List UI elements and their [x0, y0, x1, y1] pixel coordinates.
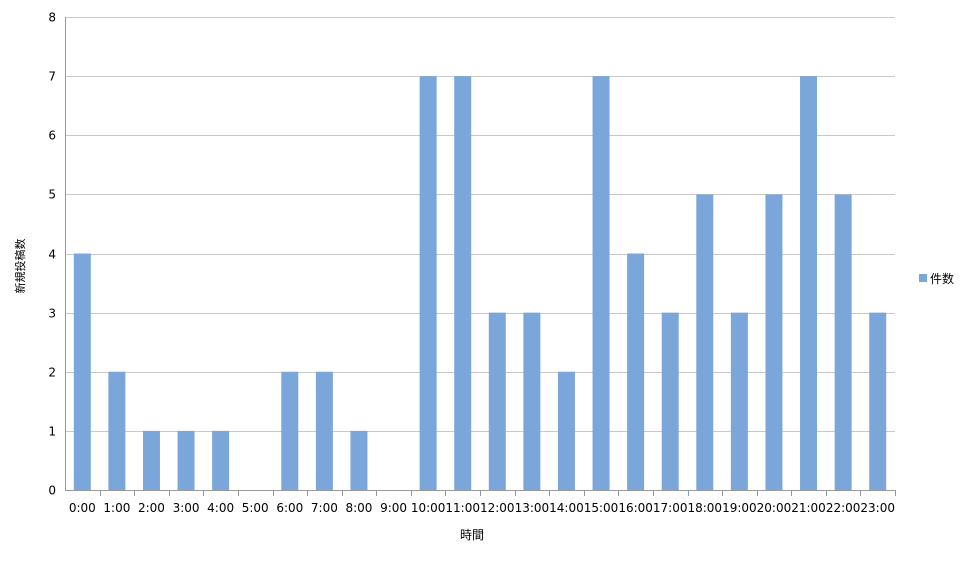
- x-tick-label: 17:00: [653, 501, 688, 515]
- x-axis-title: 時間: [460, 528, 484, 542]
- x-tick-label: 21:00: [791, 501, 826, 515]
- legend-label: 件数: [930, 271, 954, 286]
- x-tick-label: 19:00: [722, 501, 757, 515]
- bar: [730, 312, 748, 490]
- bar: [142, 430, 160, 490]
- y-tick-label: 2: [48, 366, 56, 380]
- bar: [869, 312, 887, 490]
- bar: [800, 76, 818, 490]
- x-tick-label: 23:00: [860, 501, 895, 515]
- bar: [281, 371, 299, 490]
- bar: [523, 312, 541, 490]
- x-tick-labels: 0:00 1:00 2:00 3:00 4:00 5:00 6:00 7:00 8:00 9:00…: [69, 501, 895, 515]
- bar: [177, 430, 195, 490]
- x-tick-label: 9:00: [380, 501, 407, 515]
- axes: [65, 17, 896, 496]
- bar: [73, 253, 91, 490]
- bar: [419, 76, 437, 490]
- bar: [454, 76, 472, 490]
- y-tick-label: 3: [48, 307, 56, 321]
- x-tick-label: 15:00: [584, 501, 619, 515]
- x-tick-label: 16:00: [618, 501, 653, 515]
- x-tick-label: 2:00: [138, 501, 165, 515]
- legend: 件数: [919, 271, 954, 286]
- bar: [350, 430, 368, 490]
- bar: [592, 76, 610, 490]
- x-tick-label: 22:00: [826, 501, 861, 515]
- y-axis-title: 新規投稿数: [13, 239, 27, 294]
- x-tick-label: 13:00: [515, 501, 550, 515]
- y-tick-label: 8: [48, 11, 56, 25]
- bar: [765, 194, 783, 490]
- bar: [627, 253, 645, 490]
- x-tick-label: 1:00: [103, 501, 130, 515]
- x-tick-label: 6:00: [276, 501, 303, 515]
- bar: [661, 312, 679, 490]
- y-tick-label: 1: [48, 425, 56, 439]
- x-tick-label: 20:00: [757, 501, 792, 515]
- gridlines: [65, 17, 895, 432]
- x-tick-label: 7:00: [311, 501, 338, 515]
- bar: [488, 312, 506, 490]
- y-tick-label: 5: [48, 188, 56, 202]
- x-tick-label: 11:00: [445, 501, 480, 515]
- x-tick-label: 5:00: [242, 501, 269, 515]
- bar: [557, 371, 575, 490]
- bar: [834, 194, 852, 490]
- bar: [212, 430, 230, 490]
- x-tick-label: 3:00: [173, 501, 200, 515]
- x-tick-label: 8:00: [345, 501, 372, 515]
- x-tick-label: 18:00: [687, 501, 722, 515]
- x-tick-label: 0:00: [69, 501, 96, 515]
- x-tick-label: 14:00: [549, 501, 584, 515]
- bar: [696, 194, 714, 490]
- y-tick-labels: 0 1 2 3 4 5 6 7 8: [48, 11, 56, 498]
- y-tick-label: 4: [48, 248, 56, 262]
- y-tick-label: 0: [48, 484, 56, 498]
- x-tick-label: 4:00: [207, 501, 234, 515]
- bar: [108, 371, 126, 490]
- bar-series: [73, 76, 887, 490]
- x-tick-label: 12:00: [480, 501, 515, 515]
- y-tick-label: 7: [48, 70, 56, 84]
- y-tick-label: 6: [48, 129, 56, 143]
- legend-swatch: [919, 274, 927, 282]
- x-tick-label: 10:00: [411, 501, 446, 515]
- bar: [315, 371, 333, 490]
